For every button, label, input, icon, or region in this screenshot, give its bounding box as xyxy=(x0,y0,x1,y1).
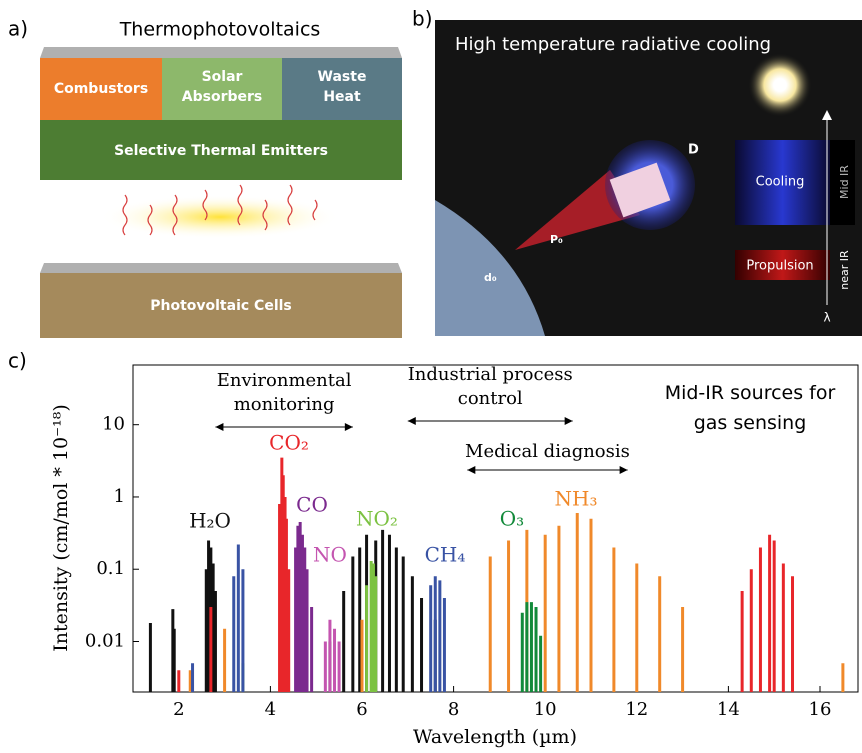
band-label: Cooling xyxy=(756,175,805,190)
wavelength-symbol: λ xyxy=(823,311,830,325)
axis-label: Mid IR xyxy=(838,165,851,199)
x-tick-label: 12 xyxy=(625,699,648,720)
panel-c: c) Wavelength (µm) Intensity (cm/mol * 1… xyxy=(8,349,859,748)
box-wrap: Waste Heat xyxy=(317,69,367,105)
axis-label: near IR xyxy=(838,250,851,290)
annotation: Industrial process control xyxy=(407,364,573,409)
x-axis-title: Wavelength (µm) xyxy=(413,726,577,748)
panel-label: b) xyxy=(412,7,433,31)
series-label: H₂O xyxy=(189,509,231,533)
note-wrap: Mid-IR sources for gas sensing xyxy=(664,382,836,434)
arrow-head xyxy=(344,423,353,431)
y-tick-label: 1 xyxy=(114,486,125,507)
star xyxy=(748,53,812,117)
arrow-head xyxy=(467,466,476,474)
series-label: NO₂ xyxy=(356,507,398,531)
plate xyxy=(40,47,402,58)
series-label: NO xyxy=(313,543,347,567)
annotation: Medical diagnosis xyxy=(465,441,630,462)
band xyxy=(735,140,830,225)
x-tick-label: 2 xyxy=(173,699,184,720)
power-label: P₀ xyxy=(550,233,563,246)
box xyxy=(162,58,282,120)
title-part: High temperature radiative cooling xyxy=(455,34,771,55)
arrow-head xyxy=(822,110,832,120)
x-tick-label: 14 xyxy=(717,699,740,720)
panel-label: a) xyxy=(8,17,28,41)
series-label: CH₄ xyxy=(425,543,466,567)
panel-title: Thermophotovoltaics xyxy=(119,19,321,41)
earth xyxy=(435,200,545,336)
x-tick-label: 10 xyxy=(534,699,557,720)
series-label: NH₃ xyxy=(555,487,598,511)
annotation-wrap: Environmental monitoring xyxy=(216,370,352,415)
box xyxy=(282,58,402,120)
x-tick-label: 6 xyxy=(356,699,367,720)
y-tick-label: 0.1 xyxy=(96,558,125,579)
arrow-head xyxy=(215,423,224,431)
photons xyxy=(122,184,318,236)
radiation xyxy=(100,195,340,239)
box xyxy=(40,58,162,120)
emitter xyxy=(40,120,402,180)
y-tick-label: 10 xyxy=(102,414,125,435)
annotation: Environmental monitoring xyxy=(216,370,352,415)
cells-label: Photovoltaic Cells xyxy=(150,298,292,314)
y-tick-label: 0.01 xyxy=(85,630,125,651)
annotation-wrap: Industrial process control xyxy=(407,364,573,409)
x-tick-label: 8 xyxy=(448,699,459,720)
panel-title: High temperature radiative cooling xyxy=(455,34,771,55)
arrow-head xyxy=(564,417,573,425)
cells xyxy=(40,273,402,338)
note: Mid-IR sources for gas sensing xyxy=(664,382,836,434)
box-label: Waste Heat xyxy=(317,69,367,105)
band-label: Propulsion xyxy=(746,259,813,274)
arrow-head xyxy=(619,466,628,474)
box-label: Combustors xyxy=(54,81,148,97)
band-axis xyxy=(830,140,855,225)
series-label: CO xyxy=(296,493,328,517)
series-label: CO₂ xyxy=(269,431,309,455)
aperture-label: d₀ xyxy=(484,271,497,284)
x-tick-label: 4 xyxy=(265,699,276,720)
box-wrap: Solar Absorbers xyxy=(181,69,263,105)
plot-frame xyxy=(132,364,859,693)
box-label: Solar Absorbers xyxy=(181,69,263,105)
arrow-head xyxy=(407,417,416,425)
series-label: O₃ xyxy=(500,507,524,531)
plate xyxy=(40,263,402,273)
y-axis-title: Intensity (cm/mol * 10⁻¹⁸) xyxy=(50,404,72,652)
sail-body xyxy=(609,162,671,218)
x-tick-label: 16 xyxy=(809,699,832,720)
annotation-wrap: Medical diagnosis xyxy=(465,441,630,462)
panel-label: c) xyxy=(8,349,27,373)
panel-b: b) High temperature radiative cooling D … xyxy=(412,7,862,336)
emitter-label: Selective Thermal Emitters xyxy=(114,143,328,159)
size-label: D xyxy=(688,143,699,158)
band xyxy=(735,250,830,280)
panel-a: a) Thermophotovoltaics Combustors Solar … xyxy=(8,17,402,338)
